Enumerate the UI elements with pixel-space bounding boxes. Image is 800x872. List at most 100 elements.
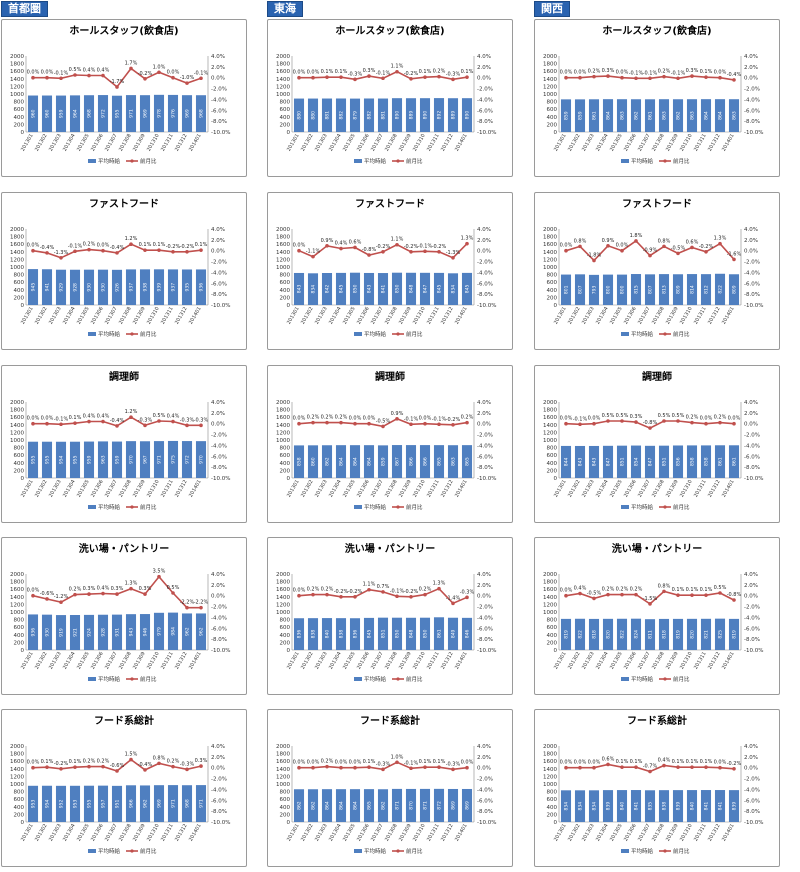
legend-line-marker — [130, 505, 134, 509]
x-tick-label: 201401 — [721, 133, 736, 153]
line-point — [395, 594, 399, 599]
line-point — [704, 75, 708, 79]
line-data-label: -0.1% — [68, 243, 83, 249]
bar — [630, 99, 642, 132]
line-data-label: -0.4% — [138, 762, 153, 768]
y-tick-label: 0 — [287, 820, 291, 826]
y2-tick-label: -6.0% — [744, 626, 760, 632]
y-tick-label: 1600 — [10, 759, 24, 765]
bar — [97, 614, 109, 650]
bar — [391, 617, 403, 650]
y-tick-label: 2000 — [10, 54, 24, 60]
y2-tick-label: 2.0% — [477, 755, 491, 761]
line-data-label: -0.2% — [404, 71, 419, 77]
line-data-label: 0.1% — [700, 587, 713, 593]
y-tick-label: 800 — [14, 790, 25, 796]
legend-bar-label: 平均時給 — [364, 503, 387, 511]
y-tick-label: 800 — [547, 446, 558, 452]
bar-data-label: 928 — [101, 628, 107, 637]
line-point — [297, 765, 301, 770]
y-tick-label: 1800 — [10, 62, 24, 68]
line-point — [59, 600, 63, 605]
y-tick-label: 200 — [547, 122, 558, 128]
x-tick-label: 201303 — [581, 479, 596, 499]
line-point — [451, 767, 455, 772]
y-tick-label: 1400 — [10, 767, 24, 773]
bar-data-label: 838 — [339, 630, 345, 639]
bar-data-label: 845 — [437, 285, 443, 294]
legend-line-marker — [663, 159, 667, 163]
y2-tick-label: -8.0% — [477, 809, 493, 815]
x-tick-label: 201303 — [581, 823, 596, 843]
y2-tick-label: 4.0% — [477, 54, 491, 60]
line-data-label: 0.1% — [195, 242, 208, 248]
x-tick-label: 201306 — [356, 133, 371, 153]
line-data-label: 0.0% — [728, 416, 741, 422]
x-tick-label: 201307 — [370, 133, 385, 153]
y-tick-label: 1800 — [276, 408, 290, 414]
bar — [419, 98, 431, 132]
x-tick-label: 201310 — [412, 651, 427, 671]
x-tick-label: 201308 — [118, 306, 133, 326]
chart-title: 洗い場・パントリー — [79, 542, 170, 555]
line-point — [451, 601, 455, 606]
line-point — [648, 253, 652, 258]
chart-panel: ホールスタッフ(飲食店) 0 200 400 600 800 1000 1200 1400 160… — [534, 19, 780, 177]
bar-data-label: 825 — [718, 630, 724, 639]
line-data-label: -0.2% — [727, 761, 742, 767]
y-tick-label: 1400 — [543, 250, 557, 256]
bar-data-label: 809 — [732, 285, 738, 294]
line-data-label: -0.1% — [404, 416, 419, 422]
y2-tick-label: 4.0% — [744, 400, 758, 406]
x-tick-label: 201401 — [454, 651, 469, 671]
y-tick-label: 1600 — [276, 242, 290, 248]
line-data-label: 0.2% — [616, 587, 629, 593]
bar — [644, 790, 656, 822]
legend-bar-label: 平均時給 — [631, 157, 654, 165]
x-tick-label: 201310 — [146, 479, 161, 499]
bar-data-label: 962 — [185, 627, 191, 636]
y-tick-label: 1800 — [276, 62, 290, 68]
bar — [419, 617, 431, 650]
line-data-label: -0.2% — [138, 71, 153, 77]
line-point — [339, 765, 343, 770]
y-tick-label: 1400 — [10, 595, 24, 601]
y2-tick-label: 4.0% — [211, 744, 225, 750]
y-tick-label: 2000 — [276, 54, 290, 60]
line-data-label: -0.1% — [376, 70, 391, 76]
line-point — [648, 76, 652, 81]
y-tick-label: 400 — [14, 461, 25, 467]
line-point — [732, 257, 736, 262]
line-data-label: 0.1% — [433, 759, 446, 765]
line-data-label: -0.1% — [432, 416, 447, 422]
line-point — [185, 767, 189, 772]
line-point — [129, 586, 133, 591]
legend-line-marker — [130, 677, 134, 681]
line-data-label: 0.2% — [321, 587, 334, 593]
line-point — [409, 422, 413, 427]
bar-data-label: 881 — [325, 111, 331, 120]
x-tick-label: 201312 — [440, 306, 455, 326]
y2-tick-label: -6.0% — [211, 454, 227, 460]
y2-tick-label: 4.0% — [211, 54, 225, 60]
line-data-label: 1.1% — [363, 582, 376, 588]
chart-panel: 洗い場・パントリー 0 200 400 600 800 1000 1200 1400 1600 18… — [267, 537, 513, 695]
line-data-label: 0.0% — [307, 760, 320, 766]
bar — [672, 274, 684, 305]
bar-data-label: 847 — [423, 284, 429, 293]
bar-data-label: 850 — [395, 284, 401, 293]
bar-data-label: 970 — [129, 455, 135, 464]
bar — [405, 98, 417, 132]
line-point — [171, 419, 175, 424]
bar — [349, 789, 361, 822]
legend-bar-label: 平均時給 — [98, 847, 121, 855]
y-tick-label: 1600 — [543, 69, 557, 75]
bar-data-label: 962 — [143, 799, 149, 808]
line-point — [157, 70, 161, 75]
y2-tick-label: -10.0% — [744, 476, 763, 482]
x-tick-label: 201305 — [342, 133, 357, 153]
line-data-label: -0.2% — [699, 244, 714, 250]
line-data-label: 0.1% — [363, 759, 376, 765]
y2-tick-label: -6.0% — [211, 798, 227, 804]
